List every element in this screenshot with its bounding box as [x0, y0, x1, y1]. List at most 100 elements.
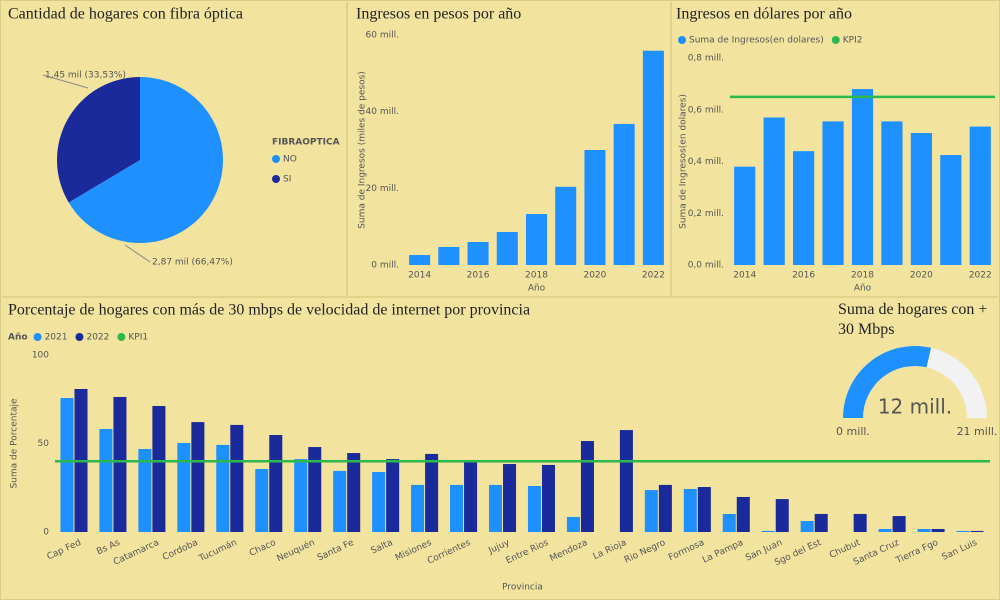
bar: [372, 471, 386, 532]
bar: [644, 490, 658, 532]
legend-label: KPI2: [843, 36, 863, 46]
x-tick-label: 2020: [583, 271, 606, 281]
legend-label: SI: [283, 175, 291, 185]
bar: [658, 484, 672, 532]
x-axis-label: Año: [528, 284, 546, 294]
x-tick-label: Salta: [370, 538, 395, 557]
y-tick-label: 50: [38, 439, 50, 449]
legend-label: 2022: [86, 333, 109, 343]
x-tick-label: 2016: [467, 271, 490, 281]
leader-line: [124, 244, 151, 263]
bar: [488, 484, 503, 532]
bar: [775, 499, 789, 532]
x-tick-label: Corrientes: [426, 538, 473, 567]
x-tick-label: 2018: [851, 271, 874, 281]
x-tick-label: Neuquén: [275, 537, 316, 564]
bar: [851, 89, 874, 265]
bar: [541, 464, 556, 532]
bar: [940, 155, 962, 265]
legend-label: NO: [283, 155, 297, 165]
chart-title: Cantidad de hogares con fibra óptica: [8, 6, 243, 23]
x-tick-label: Tucumán: [197, 538, 239, 565]
gauge-title: Suma de hogares con + 30 Mbps: [838, 301, 988, 338]
bar: [555, 186, 577, 265]
pie-slice: [68, 77, 223, 243]
x-tick-label: 2020: [910, 271, 933, 281]
x-tick-label: 2022: [642, 271, 665, 281]
legend-marker: [33, 333, 42, 341]
y-tick-label: 0,2 mill.: [688, 209, 724, 219]
y-tick-label: 40 mill.: [366, 107, 399, 117]
x-axis-label: Año: [854, 284, 872, 294]
bar: [191, 422, 205, 532]
y-tick-label: 20 mill.: [366, 184, 399, 194]
bar: [255, 468, 269, 532]
x-tick-label: 2018: [525, 271, 548, 281]
bar: [969, 126, 991, 265]
bar: [734, 166, 756, 265]
gauge-value-label: 12 mill.: [878, 395, 952, 419]
x-tick-label: Entre Rios: [505, 538, 551, 567]
bar: [619, 430, 633, 532]
bar: [409, 255, 431, 265]
legend-label: KPI1: [128, 333, 148, 343]
legend-label: 2021: [45, 333, 68, 343]
bar: [822, 121, 844, 265]
bar: [761, 530, 775, 532]
bar: [467, 242, 489, 265]
bar: [910, 133, 932, 265]
bar: [527, 485, 541, 532]
x-tick-label: Formosa: [667, 538, 706, 563]
chart-title: Ingresos en dólares por año: [676, 6, 852, 23]
bar: [697, 487, 711, 532]
x-tick-label: San Luis: [941, 538, 980, 563]
x-tick-label: 2016: [792, 271, 815, 281]
y-axis-label: Suma de Ingresos (miles de pesos): [358, 71, 368, 229]
bar: [793, 151, 815, 265]
bar: [386, 459, 400, 532]
bar: [931, 528, 945, 532]
y-tick-label: 0,6 mill.: [688, 105, 724, 115]
bar: [613, 123, 635, 265]
gauge-range-label: 21 mill.: [957, 425, 998, 438]
bar: [425, 453, 439, 532]
y-tick-label: 0,8 mill.: [688, 54, 724, 64]
bar: [230, 424, 244, 532]
y-axis-label: Suma de Ingresos(en dolares): [679, 94, 689, 229]
legend-marker: [272, 175, 280, 183]
bar: [881, 121, 903, 265]
bar: [956, 530, 970, 532]
bar: [347, 453, 361, 532]
bar: [152, 405, 166, 532]
x-tick-label: Cordoba: [161, 538, 199, 563]
x-tick-label: Santa Fe: [316, 538, 356, 564]
bar: [800, 521, 814, 532]
x-tick-label: 2022: [969, 271, 992, 281]
chart-title: Ingresos en pesos por año: [356, 6, 521, 23]
x-tick-label: Bs As: [95, 538, 122, 558]
legend-label: Suma de Ingresos(en dolares): [689, 36, 824, 46]
legend-marker: [831, 36, 840, 44]
gauge-value: [843, 346, 932, 418]
legend-title: Año: [8, 333, 28, 343]
bar: [917, 528, 931, 532]
y-tick-label: 60 mill.: [366, 31, 399, 41]
bar: [138, 448, 152, 532]
bar: [503, 464, 517, 532]
bar: [113, 396, 127, 532]
y-tick-label: 100: [32, 351, 49, 361]
x-tick-label: 2014: [408, 271, 431, 281]
x-tick-label: La Pampa: [701, 538, 745, 566]
y-axis-label: Suma de Porcentaje: [10, 398, 20, 489]
bar: [177, 442, 191, 532]
x-tick-label: 2014: [733, 271, 756, 281]
bar: [736, 496, 750, 532]
bar: [642, 50, 664, 265]
bar: [450, 484, 464, 532]
bar: [99, 428, 113, 532]
x-axis-label: Provincia: [502, 583, 543, 593]
pie-slice: [56, 77, 140, 203]
chart-title: Porcentaje de hogares con más de 30 mbps…: [8, 302, 530, 319]
